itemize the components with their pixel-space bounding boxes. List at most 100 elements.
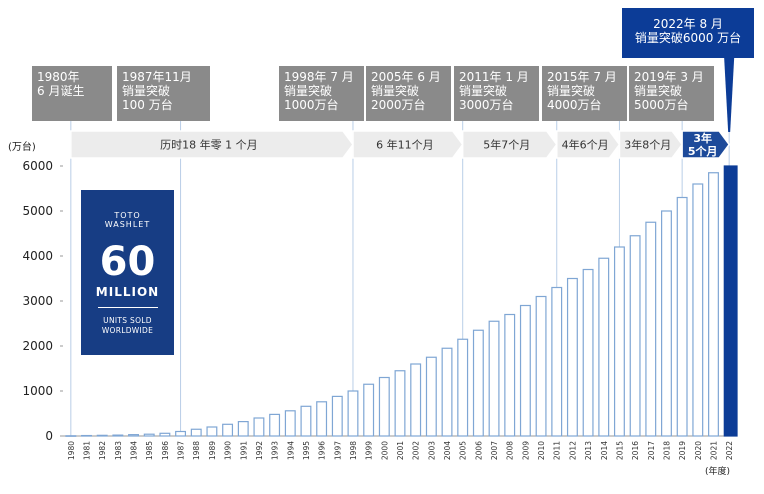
duration-arrow [555, 130, 621, 159]
bar [708, 172, 719, 437]
logo-divider [97, 307, 158, 308]
milestone-callout: 2019年 3 月销量突破 5000万台 [629, 66, 714, 121]
x-tick-label: 2010 [537, 441, 546, 460]
bar [159, 432, 171, 437]
x-tick-label: 2007 [490, 441, 499, 460]
x-tick-label: 1981 [83, 441, 92, 460]
x-tick-label: 1993 [271, 441, 280, 460]
callout-line: 2005年 6 月 [371, 70, 441, 84]
y-tick-label: 1000 [22, 384, 53, 398]
bar [347, 390, 359, 437]
callout-line: 1987年11月 [122, 70, 192, 84]
x-tick-label: 2013 [584, 441, 593, 460]
bar [457, 338, 469, 437]
x-tick-label: 2005 [459, 441, 468, 460]
y-tick-label: 4000 [22, 249, 53, 263]
bar [284, 410, 296, 437]
duration-label: 3年8个月 [624, 138, 671, 152]
bar [190, 428, 202, 437]
x-tick-label: 1989 [208, 441, 217, 460]
callout-line: 2022年 8 月 [653, 17, 723, 31]
bar [551, 286, 563, 437]
bar [300, 405, 312, 437]
bar [237, 421, 249, 437]
bar [472, 329, 484, 437]
y-tick-label: 0 [45, 429, 53, 443]
callout-line: 销量突破 [459, 84, 508, 98]
bar [582, 268, 594, 437]
x-tick-label: 2017 [647, 441, 656, 460]
x-tick-label: 2003 [427, 441, 436, 460]
logo-units-text: UNITS SOLD WORLDWIDE [101, 316, 154, 335]
x-tick-label: 1980 [67, 441, 76, 460]
bar [410, 363, 422, 437]
bar [316, 401, 328, 437]
callout-line: 6 月诞生 [37, 84, 85, 98]
bar [441, 347, 453, 437]
logo-big-number: 60 [99, 239, 156, 285]
x-tick-label: 2012 [568, 441, 577, 460]
callout-line: 2019年 3 月 [634, 70, 704, 84]
callout-line: 销量突破 [634, 84, 683, 98]
callout-line: 1998年 7 月 [284, 70, 354, 84]
bar [488, 320, 500, 437]
milestone-callout: 2022年 8 月销量突破6000 万台 [622, 8, 754, 58]
x-tick-label: 1992 [255, 441, 264, 460]
duration-label: 5年7个月 [483, 138, 530, 152]
bar [128, 434, 139, 437]
callout-line: 100 万台 [122, 98, 173, 112]
bar [598, 257, 610, 437]
bar [661, 210, 672, 437]
bar [253, 417, 265, 437]
duration-arrow [461, 130, 558, 159]
x-tick-label: 1994 [286, 441, 295, 460]
callout-line: 2000万台 [371, 98, 426, 112]
x-tick-label: 1998 [349, 441, 358, 460]
bar [96, 434, 108, 437]
duration-label: 历时18 年零 1 个月 [160, 138, 258, 152]
bar [143, 433, 155, 437]
bar [723, 165, 738, 437]
x-tick-label: 1984 [130, 441, 139, 460]
callout-line: 销量突破 [547, 84, 596, 98]
x-tick-label: 1986 [161, 441, 170, 460]
x-tick-label: 2020 [694, 441, 703, 460]
bar [378, 376, 390, 437]
x-unit-label: (年度) [705, 465, 730, 477]
bar [331, 395, 343, 437]
milestone-callout: 2015年 7 月销量突破 4000万台 [542, 66, 627, 121]
bar [613, 246, 625, 437]
bar [222, 423, 234, 437]
bar [629, 235, 641, 437]
duration-label: 5个月 [688, 144, 718, 158]
milestone-callout: 1998年 7 月销量突破 1000万台 [279, 66, 364, 121]
y-tick-label: 3000 [22, 294, 53, 308]
bar [676, 196, 688, 437]
bar [65, 435, 77, 437]
callout-line: 1000万台 [284, 98, 339, 112]
x-tick-label: 2014 [600, 441, 609, 460]
x-tick-label: 2022 [725, 441, 734, 460]
bar [566, 277, 578, 437]
milestone-callout: 1987年11月 销量突破 100 万台 [117, 66, 210, 121]
bar [692, 183, 704, 437]
x-tick-label: 2011 [553, 441, 562, 460]
milestone-callout: 2005年 6 月销量突破 2000万台 [366, 66, 451, 121]
bar [519, 304, 531, 437]
logo-million: MILLION [95, 285, 160, 299]
bar [645, 221, 657, 437]
logo-brand: TOTO WASHLET [104, 211, 151, 229]
x-tick-label: 1999 [365, 441, 374, 460]
x-tick-label: 2002 [412, 441, 421, 460]
callout-line: 销量突破 [284, 84, 333, 98]
duration-label: 6 年11个月 [376, 138, 434, 152]
y-tick-label: 6000 [22, 159, 53, 173]
bar [112, 434, 124, 437]
x-tick-label: 1983 [114, 441, 123, 460]
duration-arrow [618, 130, 684, 159]
x-tick-label: 1997 [333, 441, 342, 460]
duration-label: 4年6个月 [562, 138, 609, 152]
milestone-callout: 1980年 6 月诞生 [32, 66, 112, 121]
callout-line: 3000万台 [459, 98, 514, 112]
y-tick-label: 5000 [22, 204, 53, 218]
